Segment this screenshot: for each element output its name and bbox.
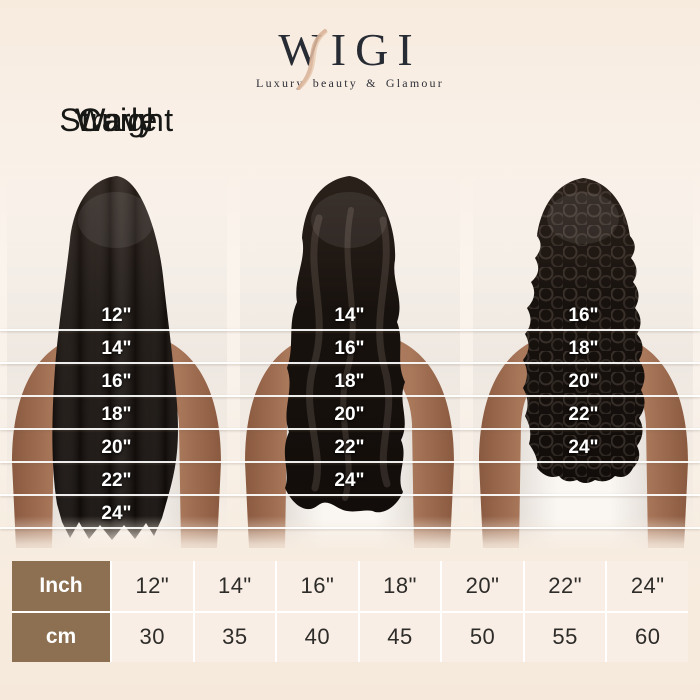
length-label-straight: 22" <box>101 470 132 491</box>
heading-straight: Straight <box>59 102 174 138</box>
length-label-straight: 12" <box>101 305 132 326</box>
table-cell-cm: 40 <box>277 612 358 662</box>
length-label-wave: 20" <box>334 404 365 425</box>
hair-strand-swoosh-icon <box>297 29 328 90</box>
length-label-straight: 16" <box>101 371 132 392</box>
table-cell-cm: 35 <box>194 612 276 662</box>
brand-wordmark: WIGI <box>278 24 422 75</box>
table-cell-inch: 24" <box>607 561 688 611</box>
length-label-wave: 22" <box>334 437 365 458</box>
table-cell-cm: 60 <box>607 612 688 662</box>
table-header-cm: cm <box>12 612 110 662</box>
table-cell-inch: 22" <box>524 561 606 611</box>
table-cell-inch: 16" <box>277 561 358 611</box>
length-label-wave: 16" <box>334 338 365 359</box>
table-cell-inch: 20" <box>442 561 523 611</box>
length-label-curly: 22" <box>568 404 599 425</box>
ruler-line <box>0 428 700 430</box>
ruler-line <box>0 395 700 397</box>
heading-wave: Wave <box>75 102 158 138</box>
length-label-straight: 14" <box>101 338 132 359</box>
length-label-wave: 18" <box>334 371 365 392</box>
table-cell-inch: 18" <box>359 561 441 611</box>
crown-highlight <box>311 192 387 248</box>
crown-highlight <box>547 192 619 244</box>
ruler-line <box>0 527 700 529</box>
table-cell-cm: 45 <box>359 612 441 662</box>
length-label-curly: 24" <box>568 437 599 458</box>
brand-tagline: Luxury beauty & Glamour <box>256 76 444 90</box>
length-label-straight: 20" <box>101 437 132 458</box>
length-label-wave: 14" <box>334 305 365 326</box>
ruler-line <box>0 329 700 331</box>
table-cell-cm: 50 <box>442 612 523 662</box>
straight-hair-figure <box>12 176 221 548</box>
length-label-curly: 20" <box>568 371 599 392</box>
length-label-straight: 18" <box>101 404 132 425</box>
length-label-wave: 24" <box>334 470 365 491</box>
crown-highlight <box>78 192 154 248</box>
photo-bottom-fade <box>0 516 700 560</box>
table-cell-cm: 55 <box>524 612 606 662</box>
wave-hair-figure <box>245 176 454 548</box>
length-label-curly: 16" <box>568 305 599 326</box>
length-label-straight: 24" <box>101 503 132 524</box>
brand-logo: WIGI Luxury beauty & Glamour <box>0 26 700 91</box>
table-cell-inch: 14" <box>194 561 276 611</box>
wave-hair-sheen <box>306 207 393 501</box>
table-header-inch: Inch <box>12 561 110 611</box>
size-conversion-table: Inch 12" 14" 16" 18" 20" 22" 24" cm 30 3… <box>12 561 688 662</box>
table-cell-inch: 12" <box>112 561 193 611</box>
length-label-curly: 18" <box>568 338 599 359</box>
ruler-line <box>0 362 700 364</box>
table-cell-cm: 30 <box>112 612 193 662</box>
ruler-line <box>0 494 700 496</box>
straight-hair-sheen <box>52 176 178 540</box>
ruler-line <box>0 461 700 463</box>
heading-curly: Curly <box>77 102 156 138</box>
